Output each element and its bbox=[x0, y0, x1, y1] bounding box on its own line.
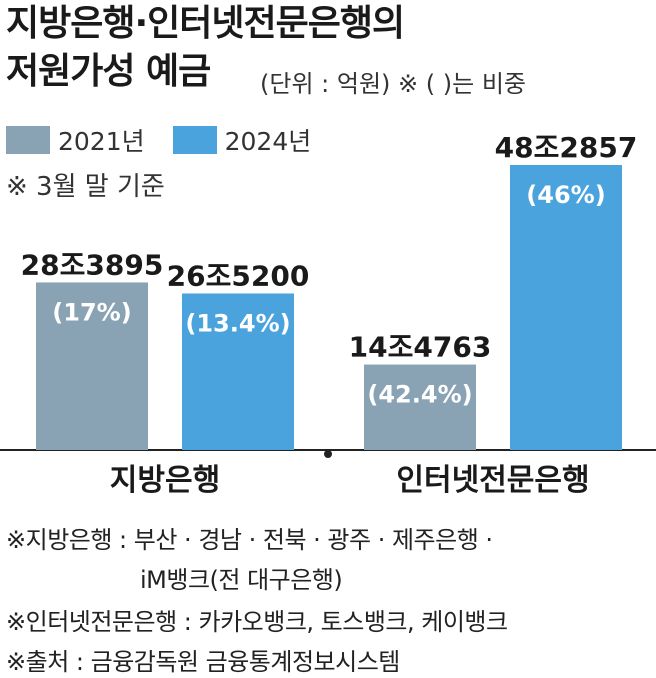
value-label-internet-2024: 48조2857 bbox=[495, 131, 638, 164]
axis-divider-dot bbox=[324, 450, 332, 458]
category-label-regional: 지방은행 bbox=[110, 463, 220, 498]
legend-swatch-2021 bbox=[6, 126, 50, 154]
legend-item-2024: 2024년 bbox=[172, 122, 312, 158]
chart-title-line1: 지방은행·인터넷전문은행의 bbox=[6, 3, 405, 44]
pct-label-internet-2024: (46%) bbox=[526, 181, 605, 209]
legend: 2021년 2024년 bbox=[6, 122, 329, 158]
footnote-source: ※출처 : 금융감독원 금융통계정보시스템 bbox=[6, 648, 400, 676]
bar-internet-2024 bbox=[510, 165, 622, 450]
chart-title-line2: 저원가성 예금 bbox=[6, 51, 211, 92]
value-label-regional-2021: 28조3895 bbox=[21, 248, 164, 281]
footnote-regional-banks-cont: iM뱅크(전 대구은행) bbox=[140, 566, 343, 594]
unit-note: (단위 : 억원) ※ ( )는 비중 bbox=[260, 70, 526, 98]
legend-item-2021: 2021년 bbox=[6, 122, 145, 158]
value-label-internet-2021: 14조4763 bbox=[349, 331, 492, 364]
legend-label-2021: 2021년 bbox=[58, 127, 145, 156]
value-label-regional-2024: 26조5200 bbox=[167, 259, 310, 292]
bar-regional-2021 bbox=[36, 282, 148, 450]
pct-label-regional-2021: (17%) bbox=[52, 298, 131, 326]
pct-label-internet-2021: (42.4%) bbox=[367, 381, 472, 409]
bar-regional-2024 bbox=[182, 293, 294, 450]
footnote-regional-banks: ※지방은행 : 부산 · 경남 · 전북 · 광주 · 제주은행 · bbox=[6, 526, 493, 554]
pct-label-regional-2024: (13.4%) bbox=[185, 309, 290, 337]
bar-internet-2021 bbox=[364, 364, 476, 450]
legend-label-2024: 2024년 bbox=[224, 127, 312, 156]
legend-swatch-2024 bbox=[172, 126, 217, 154]
category-label-internet: 인터넷전문은행 bbox=[396, 463, 589, 498]
period-note: ※ 3월 말 기준 bbox=[6, 172, 165, 202]
footnote-internet-banks: ※인터넷전문은행 : 카카오뱅크, 토스뱅크, 케이뱅크 bbox=[6, 608, 508, 636]
